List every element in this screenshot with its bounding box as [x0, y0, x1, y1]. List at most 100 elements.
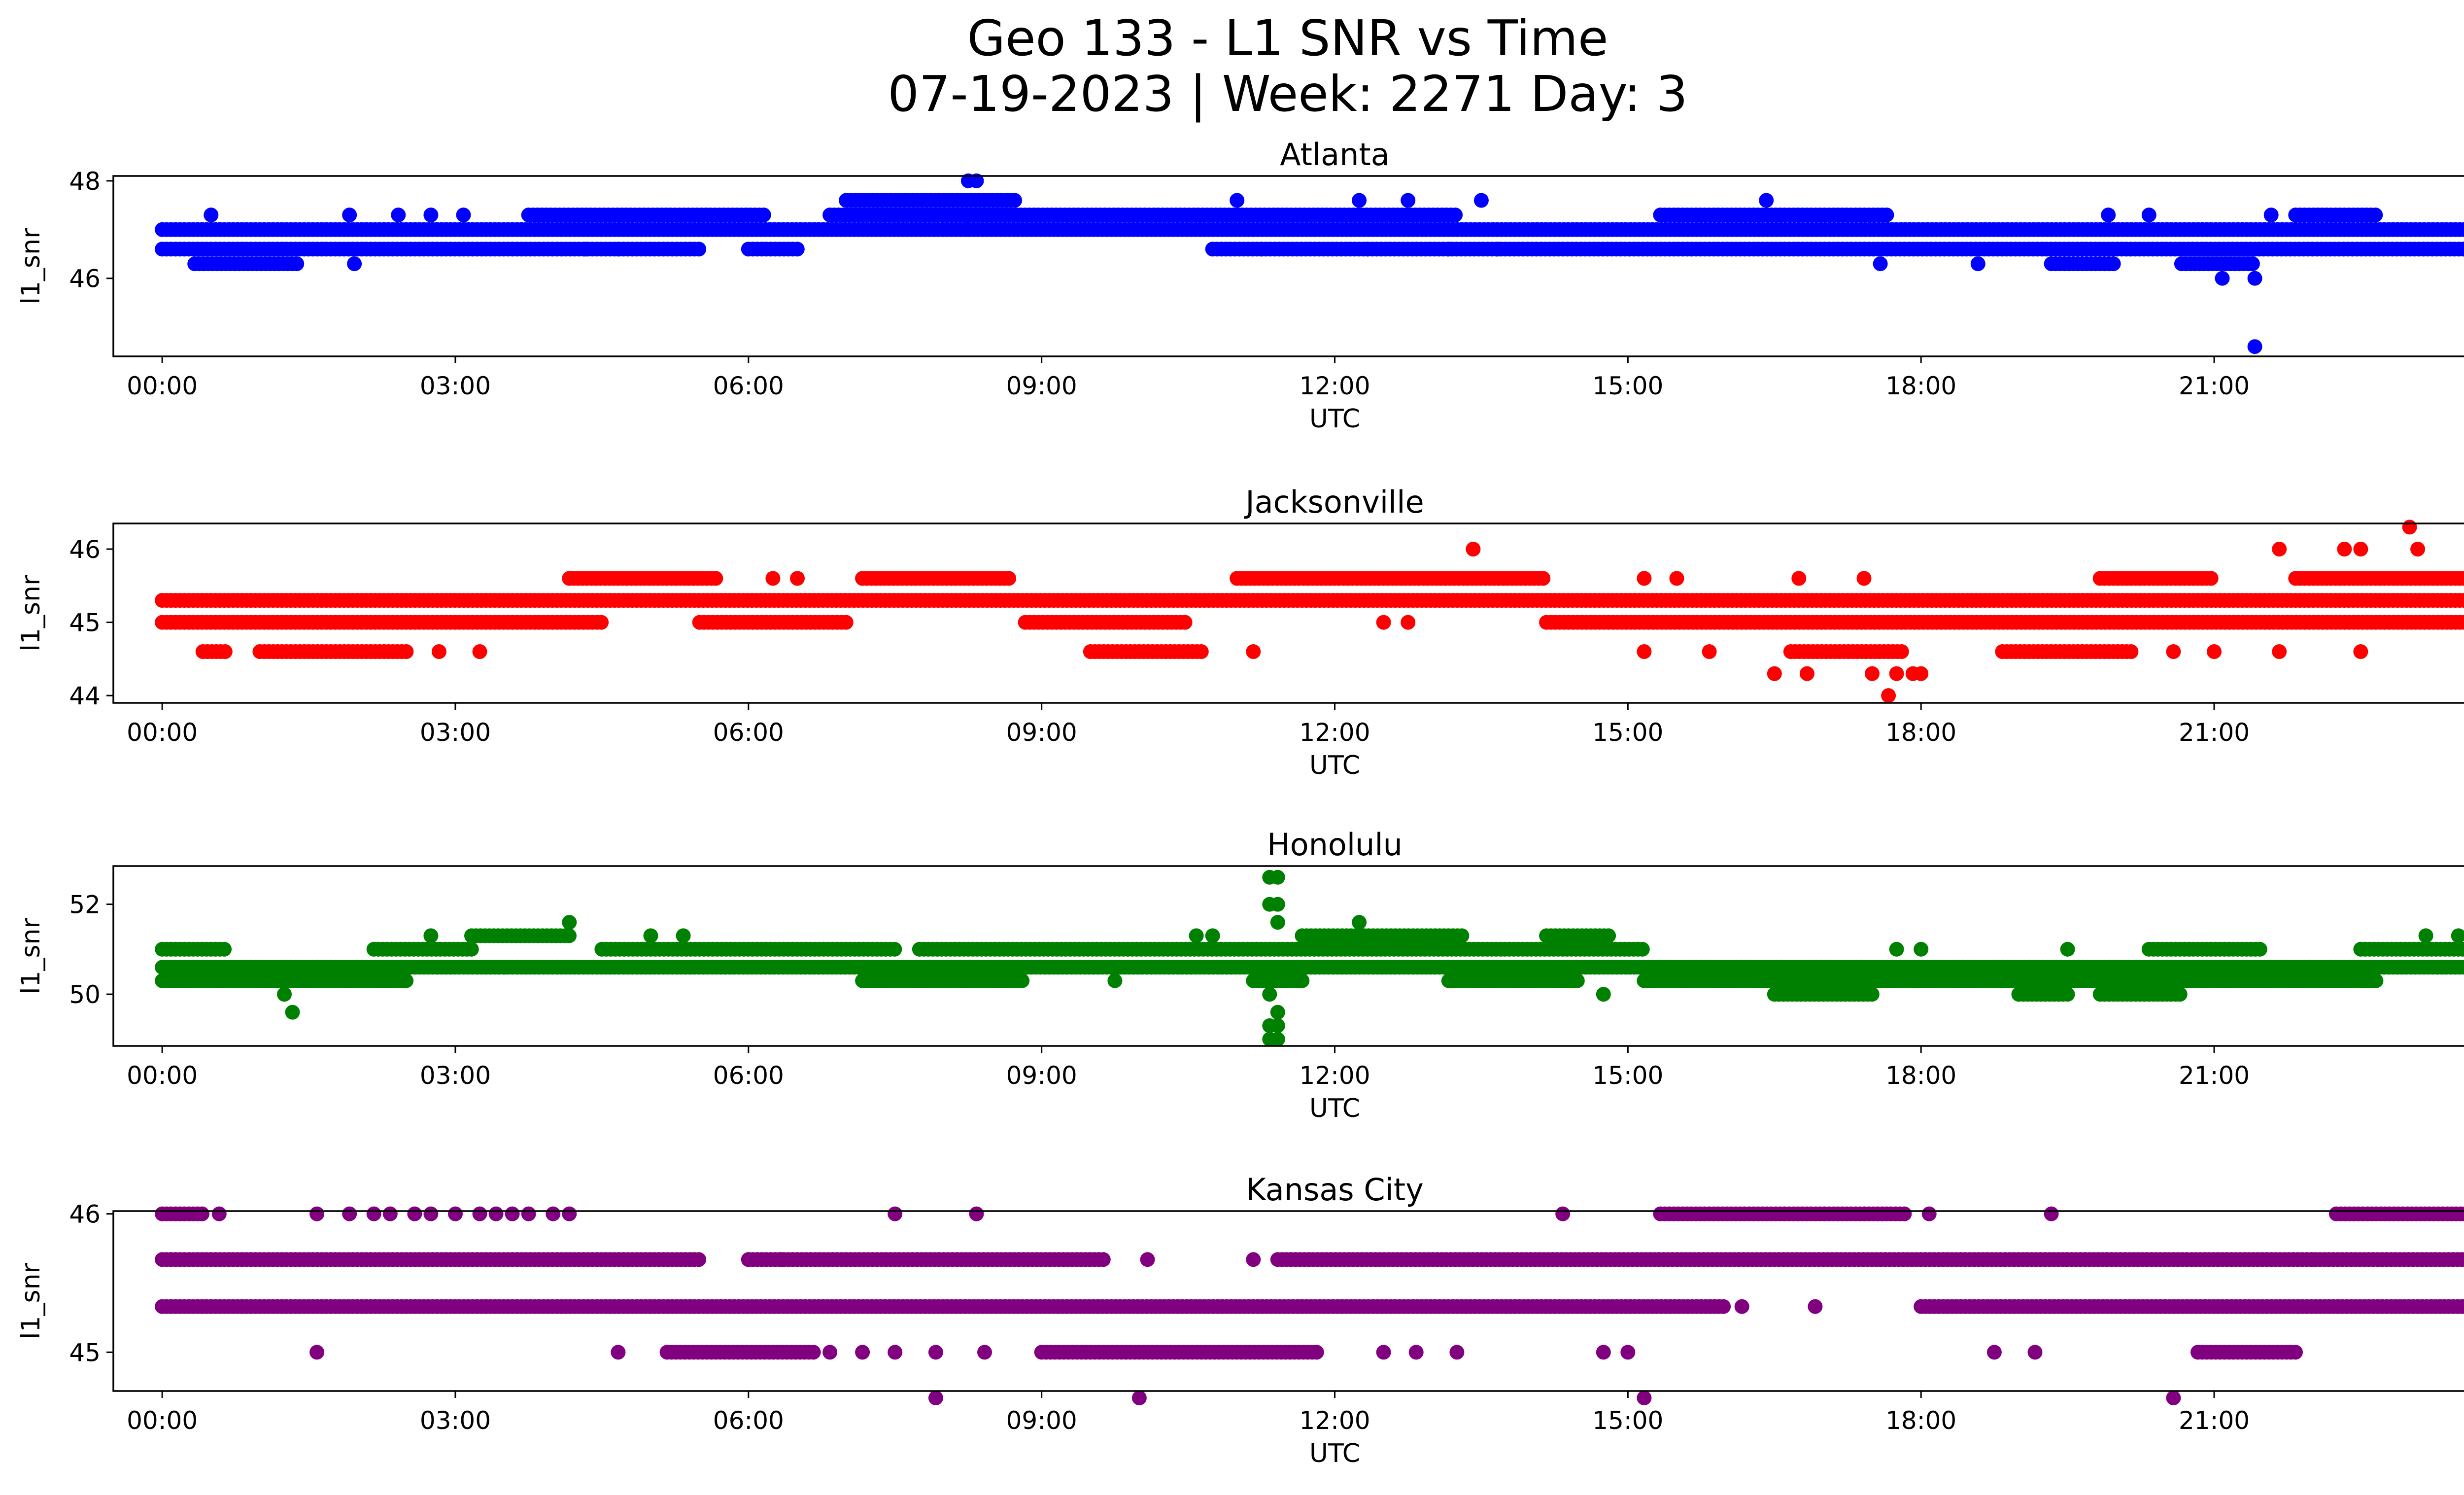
data-point	[497, 960, 512, 975]
data-point	[1596, 987, 1611, 1002]
data-point	[1767, 666, 1782, 681]
data-point	[691, 1252, 707, 1267]
data-point	[1015, 973, 1030, 988]
y-axis-label: l1_snr	[16, 228, 46, 305]
data-point	[2215, 271, 2230, 286]
x-tick-label: 06:00	[713, 1061, 784, 1090]
data-point	[1894, 644, 1909, 659]
data-point	[204, 208, 219, 223]
data-point	[1254, 242, 1269, 257]
data-point	[2101, 208, 2116, 223]
y-tick-label: 52	[69, 891, 101, 919]
data-point	[1635, 941, 1650, 957]
data-point	[217, 941, 232, 957]
x-tick-label: 09:00	[1006, 1061, 1077, 1090]
data-point	[2060, 941, 2075, 957]
data-point	[1601, 928, 1616, 943]
data-point	[2247, 271, 2262, 286]
data-point	[1914, 941, 1929, 957]
x-tick-label: 00:00	[127, 718, 198, 747]
data-point	[1270, 1018, 1285, 1033]
data-point	[2451, 928, 2464, 943]
data-point	[2252, 941, 2267, 957]
data-point	[2410, 542, 2426, 556]
data-point	[1001, 571, 1017, 586]
data-point	[1873, 256, 1888, 272]
data-point	[562, 915, 577, 930]
y-tick-label: 46	[69, 265, 101, 293]
x-tick-label: 21:00	[2179, 1061, 2250, 1090]
data-point	[1205, 928, 1220, 943]
data-point	[1401, 193, 1416, 208]
data-point	[838, 615, 854, 630]
data-point	[2402, 520, 2417, 535]
y-tick-label: 45	[69, 609, 101, 637]
data-point	[2123, 644, 2139, 659]
x-tick-label: 00:00	[127, 1061, 198, 1090]
panel-title: Atlanta	[1280, 137, 1389, 173]
data-point	[2141, 208, 2156, 223]
data-point	[399, 973, 414, 988]
scatter-series	[155, 173, 2464, 354]
data-point	[1466, 542, 1481, 556]
figure-title-line-1: Geo 133 - L1 SNR vs Time	[967, 9, 1608, 67]
data-point	[2172, 987, 2188, 1002]
axes-frame	[112, 522, 2464, 704]
data-point	[1095, 1252, 1111, 1267]
data-point	[789, 242, 805, 257]
data-point	[960, 222, 976, 237]
x-axis-label: UTC	[1309, 404, 1360, 434]
data-point	[2245, 256, 2260, 272]
data-point	[2263, 208, 2279, 223]
x-tick-label: 06:00	[713, 372, 784, 400]
data-point	[1970, 256, 1985, 272]
data-point	[1360, 242, 1375, 257]
data-point	[2459, 1299, 2464, 1314]
data-point	[2353, 542, 2368, 556]
data-point	[1270, 1005, 1285, 1020]
data-point	[2461, 572, 2464, 585]
data-point	[1295, 973, 1310, 988]
data-point	[2337, 542, 2352, 556]
data-point	[1791, 571, 1807, 586]
x-tick-label: 09:00	[1006, 718, 1077, 747]
scatter-series	[155, 1206, 2464, 1405]
data-point	[790, 571, 805, 586]
data-point	[1189, 928, 1204, 943]
data-point	[1262, 987, 1277, 1002]
x-tick-label: 12:00	[1299, 718, 1370, 747]
data-point	[2461, 223, 2464, 236]
data-point	[1637, 644, 1652, 659]
x-tick-label: 03:00	[420, 718, 491, 747]
x-tick-label: 12:00	[1299, 1061, 1370, 1090]
x-tick-label: 12:00	[1299, 372, 1370, 400]
data-point	[691, 242, 707, 257]
x-tick-label: 15:00	[1592, 372, 1663, 400]
data-point	[1177, 615, 1193, 630]
data-point	[1270, 915, 1285, 930]
data-point	[277, 987, 292, 1002]
data-point	[2461, 961, 2464, 973]
data-point	[1716, 1299, 1731, 1314]
data-point	[2353, 644, 2368, 659]
data-point	[765, 571, 781, 586]
x-axis-label: UTC	[1309, 1094, 1360, 1123]
data-point	[562, 928, 577, 943]
x-tick-label: 15:00	[1592, 1061, 1663, 1090]
y-axis-label: l1_snr	[16, 575, 46, 652]
data-point	[2368, 208, 2383, 223]
data-point	[1889, 666, 1904, 681]
data-point	[456, 208, 471, 223]
x-tick-label: 21:00	[2179, 372, 2250, 400]
x-tick-label: 09:00	[1006, 372, 1077, 400]
data-point	[1246, 644, 1261, 659]
panel-title: Honolulu	[1267, 827, 1403, 863]
data-point	[1881, 688, 1896, 703]
data-point	[2457, 615, 2464, 630]
data-point	[1194, 644, 1209, 659]
data-point	[431, 644, 446, 659]
data-point	[285, 1005, 300, 1020]
data-point	[2418, 928, 2433, 943]
